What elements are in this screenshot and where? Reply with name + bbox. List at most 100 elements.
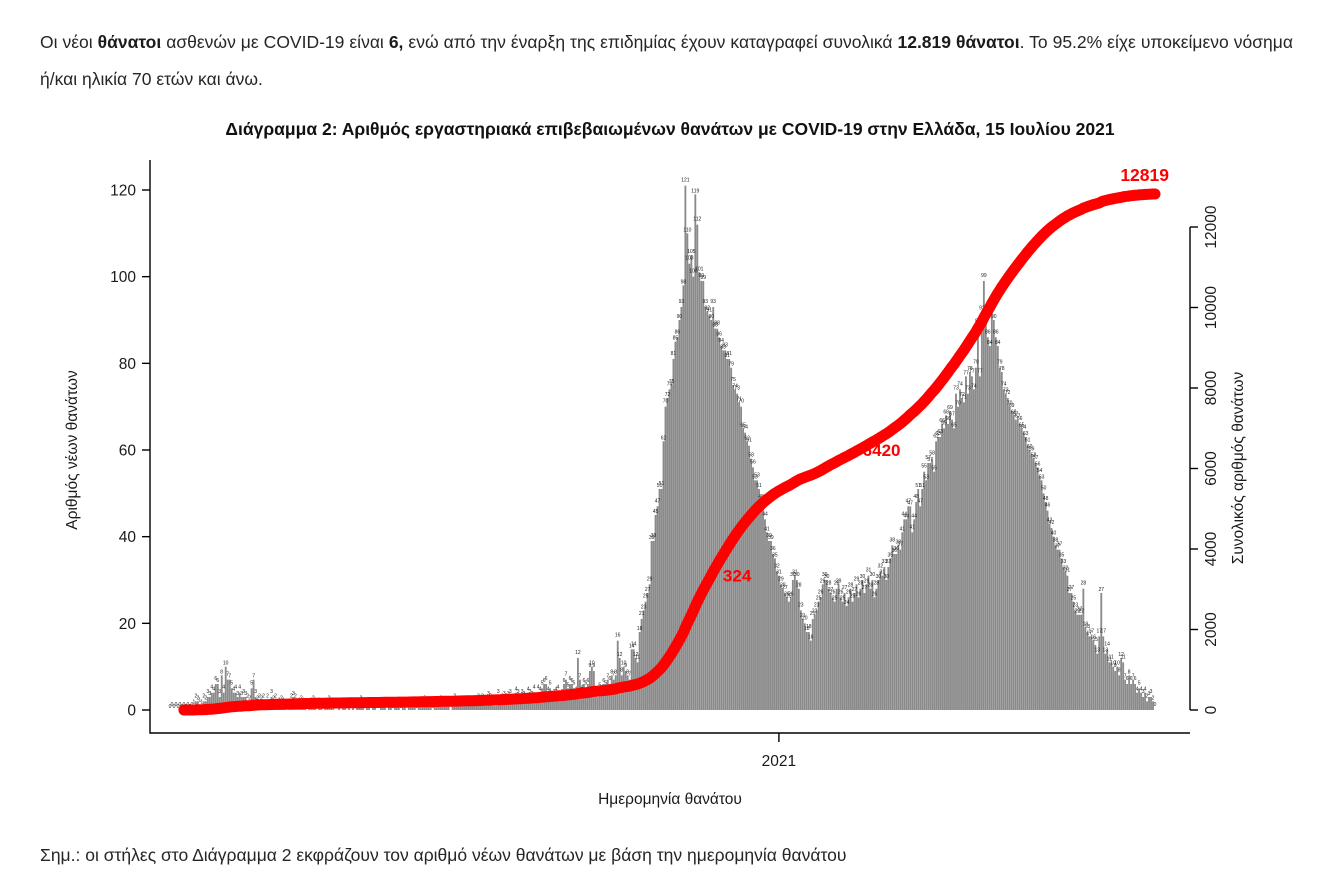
svg-text:36: 36 — [892, 548, 898, 554]
x-axis-title: Ημερομηνία θανάτου — [598, 791, 742, 808]
svg-text:10: 10 — [1114, 661, 1120, 667]
svg-text:78: 78 — [967, 366, 973, 372]
svg-text:3: 3 — [236, 691, 239, 697]
svg-text:46: 46 — [1045, 503, 1051, 509]
svg-text:32: 32 — [878, 563, 884, 569]
svg-text:10: 10 — [621, 661, 627, 667]
svg-text:27: 27 — [842, 585, 848, 591]
svg-text:4: 4 — [515, 687, 518, 693]
svg-text:67: 67 — [1013, 412, 1019, 418]
svg-text:22: 22 — [1079, 609, 1085, 615]
svg-text:3: 3 — [517, 689, 520, 695]
svg-text:2: 2 — [274, 693, 277, 699]
svg-text:17: 17 — [1089, 628, 1095, 634]
svg-text:36: 36 — [770, 546, 776, 552]
svg-text:38: 38 — [890, 537, 896, 543]
svg-text:5: 5 — [585, 680, 588, 686]
svg-text:4: 4 — [1136, 687, 1139, 693]
svg-text:32: 32 — [1063, 565, 1069, 571]
svg-text:3: 3 — [292, 691, 295, 697]
svg-text:56: 56 — [1035, 461, 1041, 467]
svg-text:25: 25 — [850, 594, 856, 600]
svg-text:18: 18 — [806, 624, 812, 630]
x-tick-2021: 2021 — [762, 753, 796, 770]
svg-text:31: 31 — [792, 570, 798, 576]
svg-text:3: 3 — [1148, 691, 1151, 697]
svg-text:35: 35 — [772, 552, 778, 558]
svg-text:5: 5 — [549, 680, 552, 686]
svg-text:26: 26 — [838, 589, 844, 595]
svg-text:8: 8 — [620, 667, 623, 673]
svg-text:11: 11 — [1107, 656, 1112, 662]
svg-text:25: 25 — [816, 596, 822, 602]
intro-text: Οι νέοι — [40, 31, 98, 52]
svg-text:39: 39 — [768, 535, 774, 541]
svg-text:58: 58 — [748, 453, 754, 459]
intro-text: ενώ από την έναρξη της επιδημίας έχουν κ… — [403, 31, 898, 52]
svg-text:58: 58 — [929, 451, 935, 457]
cumulative-deaths-line — [178, 188, 1161, 716]
svg-text:6: 6 — [569, 676, 572, 682]
svg-text:35: 35 — [1059, 552, 1065, 558]
svg-text:80: 80 — [119, 356, 137, 373]
svg-text:38: 38 — [1053, 537, 1059, 543]
svg-text:24: 24 — [844, 600, 850, 606]
svg-text:69: 69 — [947, 405, 953, 411]
svg-text:75: 75 — [730, 377, 736, 383]
svg-text:44: 44 — [904, 513, 910, 519]
svg-text:66: 66 — [1017, 416, 1023, 422]
svg-text:41: 41 — [764, 526, 770, 532]
svg-text:5: 5 — [604, 680, 607, 686]
svg-text:12: 12 — [575, 650, 581, 656]
svg-text:56: 56 — [750, 459, 756, 465]
svg-text:5: 5 — [573, 680, 576, 686]
axis-labels-group: 0204060801001200200040006000800010000120… — [64, 183, 1247, 809]
svg-text:2: 2 — [266, 693, 269, 699]
svg-text:54: 54 — [1037, 468, 1043, 474]
svg-text:25: 25 — [840, 596, 846, 602]
svg-text:51: 51 — [756, 483, 762, 489]
svg-text:67: 67 — [1015, 414, 1021, 420]
svg-text:4: 4 — [234, 685, 237, 691]
svg-text:41: 41 — [900, 526, 906, 532]
svg-text:4: 4 — [212, 687, 215, 693]
svg-text:57: 57 — [927, 457, 933, 463]
svg-text:4: 4 — [1140, 687, 1143, 693]
svg-text:78: 78 — [999, 366, 1005, 372]
svg-text:65: 65 — [941, 420, 947, 426]
svg-text:2: 2 — [258, 693, 261, 699]
svg-text:2: 2 — [262, 693, 265, 699]
svg-text:16: 16 — [808, 635, 814, 641]
svg-text:2: 2 — [294, 693, 297, 699]
svg-text:16: 16 — [615, 633, 621, 639]
svg-text:71: 71 — [736, 396, 742, 402]
svg-text:0: 0 — [177, 704, 180, 710]
svg-text:11: 11 — [1109, 654, 1114, 660]
annotation-324: 324 — [723, 566, 752, 585]
svg-text:5: 5 — [230, 680, 233, 686]
svg-text:6: 6 — [602, 678, 605, 684]
svg-text:4: 4 — [557, 685, 560, 691]
intro-bold-text: 6, — [388, 31, 404, 52]
svg-text:3: 3 — [218, 689, 221, 695]
svg-text:6: 6 — [563, 678, 566, 684]
svg-text:17: 17 — [1101, 628, 1107, 634]
svg-text:2: 2 — [1146, 693, 1149, 699]
svg-text:2: 2 — [246, 693, 249, 699]
svg-text:60: 60 — [1027, 444, 1033, 450]
svg-text:30: 30 — [790, 572, 796, 578]
svg-text:27: 27 — [1069, 585, 1075, 591]
intro-text: ασθενών με COVID-19 είναι — [161, 31, 389, 52]
svg-text:88: 88 — [714, 321, 720, 327]
annotation-6420: 6420 — [863, 441, 901, 460]
svg-text:55: 55 — [921, 464, 927, 470]
svg-text:84: 84 — [987, 340, 993, 346]
svg-text:23: 23 — [1073, 602, 1079, 608]
svg-text:7: 7 — [1124, 674, 1127, 680]
svg-text:37: 37 — [1057, 542, 1063, 548]
svg-text:45: 45 — [653, 509, 659, 515]
svg-text:37: 37 — [898, 542, 904, 548]
svg-text:65: 65 — [951, 422, 957, 428]
svg-text:4: 4 — [1144, 687, 1147, 693]
svg-text:112: 112 — [693, 217, 701, 223]
